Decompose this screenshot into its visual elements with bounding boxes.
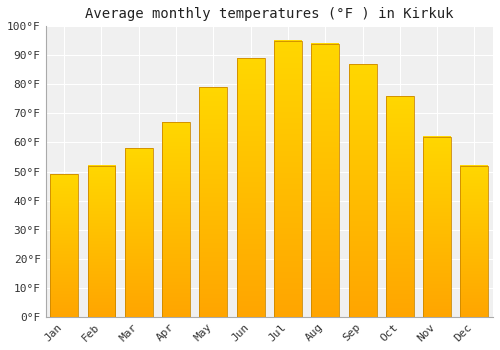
Bar	[386, 96, 414, 317]
Bar	[236, 58, 264, 317]
Bar	[125, 148, 153, 317]
Bar	[312, 44, 339, 317]
Bar	[274, 41, 302, 317]
Title: Average monthly temperatures (°F ) in Kirkuk: Average monthly temperatures (°F ) in Ki…	[85, 7, 454, 21]
Bar	[88, 166, 116, 317]
Bar	[312, 44, 339, 317]
Bar	[423, 137, 451, 317]
Bar	[236, 58, 264, 317]
Bar	[348, 64, 376, 317]
Bar	[386, 96, 414, 317]
Bar	[162, 122, 190, 317]
Bar	[162, 122, 190, 317]
Bar	[460, 166, 488, 317]
Bar	[423, 137, 451, 317]
Bar	[50, 174, 78, 317]
Bar	[88, 166, 116, 317]
Bar	[125, 148, 153, 317]
Bar	[50, 174, 78, 317]
Bar	[460, 166, 488, 317]
Bar	[274, 41, 302, 317]
Bar	[348, 64, 376, 317]
Bar	[200, 87, 228, 317]
Bar	[200, 87, 228, 317]
